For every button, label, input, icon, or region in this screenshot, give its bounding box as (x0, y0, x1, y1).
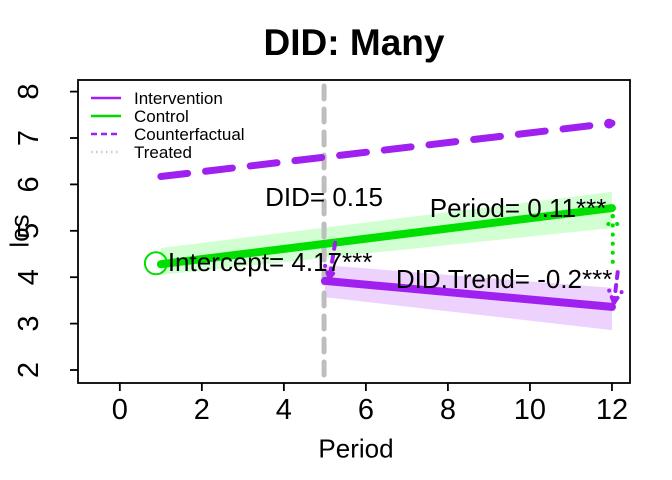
legend-item-label: Treated (134, 142, 192, 162)
intervention-end-arrow (612, 270, 620, 305)
y-tick-label: 4 (13, 269, 45, 285)
control-line-swatch-icon (91, 114, 121, 118)
intervention-line (320, 276, 616, 311)
x-tick-label: 12 (596, 394, 628, 426)
x-tick-label: 10 (514, 394, 546, 426)
x-tick-label: 4 (276, 394, 292, 426)
control-start-open-circle (143, 251, 168, 276)
y-tick-label: 2 (13, 362, 45, 378)
counterfactual-line (157, 119, 616, 181)
intervention-line-swatch-icon (91, 96, 121, 100)
annotation-did: DID= 0.15 (265, 182, 383, 213)
did-arrow-at-treatment-head (323, 263, 332, 281)
counterfactual-line-swatch-icon (91, 132, 121, 136)
control-end-arrow-head (604, 213, 615, 230)
plot-title: DID: Many (263, 22, 445, 63)
y-axis-label: los (4, 214, 35, 248)
annotation-period: Period= 0.11*** (429, 192, 607, 223)
y-tick-label: 7 (13, 130, 45, 146)
legend-item-label: Intervention (134, 88, 223, 108)
legend-item-counterfactual: Counterfactual (90, 125, 245, 143)
control-end-arrow-head (610, 213, 622, 230)
y-tick-label: 6 (13, 176, 45, 192)
annotation-did-trend: DID.Trend= -0.2*** (395, 263, 613, 294)
did-arrow-at-treatment (327, 240, 338, 281)
annotation-intercept: Intercept= 4.17*** (167, 246, 373, 277)
legend-item-treated: Treated (90, 143, 245, 161)
intervention-end-arrow-head (607, 288, 617, 305)
x-tick-label: 6 (358, 394, 374, 426)
legend-item-control: Control (90, 107, 245, 125)
legend: Intervention Control Counterfactual Trea… (90, 89, 245, 161)
y-tick-label: 5 (13, 223, 45, 239)
y-tick-label: 8 (13, 84, 45, 100)
x-tick-label: 8 (440, 394, 456, 426)
counterfactual-end-dot (604, 118, 615, 129)
legend-item-label: Counterfactual (134, 124, 245, 144)
legend-item-label: Control (134, 106, 189, 126)
y-tick-label: 3 (13, 316, 45, 332)
x-tick-label: 2 (194, 394, 210, 426)
x-axis-label: Period (318, 433, 394, 464)
x-tick-label: 0 (112, 394, 128, 426)
control-line (156, 204, 616, 269)
legend-item-intervention: Intervention (90, 89, 245, 107)
treated-line-swatch-icon (91, 150, 121, 154)
